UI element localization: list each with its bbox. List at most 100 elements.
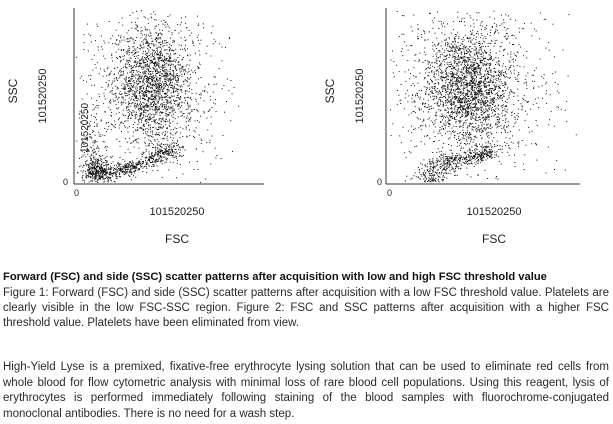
event-dot — [165, 40, 167, 42]
event-dot — [156, 37, 158, 39]
event-dot — [151, 61, 153, 63]
event-dot — [143, 77, 145, 79]
event-dot — [129, 152, 131, 154]
event-dot — [85, 138, 87, 140]
event-dot — [445, 117, 446, 119]
event-dot — [135, 100, 137, 101]
event-dot — [495, 113, 496, 115]
event-dot — [176, 177, 177, 179]
event-dot — [462, 125, 464, 126]
event-dot — [147, 68, 149, 70]
event-dot — [437, 44, 439, 46]
event-dot — [162, 160, 164, 162]
event-dot — [184, 80, 186, 82]
event-dot — [103, 92, 105, 94]
event-dot — [151, 41, 153, 42]
event-dot — [147, 122, 149, 123]
event-dot — [207, 129, 209, 131]
event-dot — [105, 170, 107, 172]
event-dot — [447, 108, 449, 110]
event-dot — [451, 95, 453, 97]
event-dot — [450, 103, 451, 105]
event-dot — [173, 95, 175, 97]
event-dot — [159, 155, 161, 157]
event-dot — [132, 50, 134, 52]
event-dot — [166, 135, 168, 137]
event-dot — [95, 160, 97, 162]
event-dot — [484, 119, 486, 121]
event-dot — [167, 90, 169, 92]
event-dot — [141, 41, 143, 43]
event-dot — [177, 141, 178, 143]
event-dot — [158, 46, 160, 48]
event-dot — [466, 140, 468, 142]
event-dot — [461, 134, 463, 136]
event-dot — [154, 96, 156, 98]
event-dot — [158, 82, 160, 84]
event-dot — [165, 99, 167, 101]
event-dot — [168, 30, 170, 32]
event-dot — [155, 152, 157, 154]
event-dot — [166, 84, 168, 86]
event-dot — [160, 32, 161, 34]
event-dot — [178, 146, 180, 148]
event-dot — [478, 91, 480, 93]
event-dot — [488, 116, 490, 118]
event-dot — [85, 163, 86, 165]
event-dot — [185, 22, 186, 24]
event-dot — [471, 70, 473, 72]
event-dot — [499, 50, 501, 52]
event-dot — [456, 77, 458, 78]
event-dot — [143, 106, 145, 108]
event-dot — [157, 53, 159, 55]
event-dot — [177, 104, 179, 106]
event-dot — [134, 75, 136, 77]
event-dot — [139, 44, 141, 46]
event-dot — [146, 116, 148, 118]
event-dot — [165, 59, 167, 61]
event-dot — [134, 56, 135, 57]
event-dot — [464, 114, 466, 116]
event-dot — [195, 100, 197, 102]
event-dot — [104, 178, 106, 179]
event-dot — [127, 120, 129, 122]
event-dot — [155, 87, 157, 89]
event-dot — [132, 75, 134, 77]
event-dot — [91, 137, 93, 139]
event-dot — [159, 97, 161, 99]
event-dot — [169, 98, 171, 100]
event-dot — [446, 75, 448, 77]
event-dot — [190, 118, 192, 120]
event-dot — [489, 125, 491, 127]
event-dot — [502, 63, 504, 65]
event-dot — [178, 149, 180, 151]
event-dot — [480, 127, 482, 129]
event-dot — [448, 51, 450, 52]
event-dot — [431, 87, 433, 89]
event-dot — [449, 114, 451, 116]
event-dot — [116, 98, 118, 100]
event-dot — [96, 125, 98, 127]
event-dot — [181, 75, 183, 77]
event-dot — [162, 70, 163, 72]
event-dot — [159, 112, 161, 114]
event-dot — [79, 111, 81, 113]
event-dot — [436, 88, 438, 89]
event-dot — [155, 86, 157, 88]
event-dot — [125, 63, 126, 65]
event-dot — [439, 67, 440, 69]
event-dot — [477, 62, 479, 64]
event-dot — [158, 141, 160, 143]
event-dot — [101, 166, 103, 168]
event-dot — [136, 55, 138, 57]
event-dot — [122, 159, 124, 160]
event-dot — [118, 107, 120, 109]
event-dot — [435, 79, 437, 81]
event-dot — [459, 77, 461, 79]
event-dot — [495, 57, 497, 59]
event-dot — [470, 51, 472, 53]
event-dot — [459, 139, 461, 141]
event-dot — [447, 63, 449, 65]
event-dot — [105, 164, 107, 166]
event-dot — [133, 100, 135, 102]
